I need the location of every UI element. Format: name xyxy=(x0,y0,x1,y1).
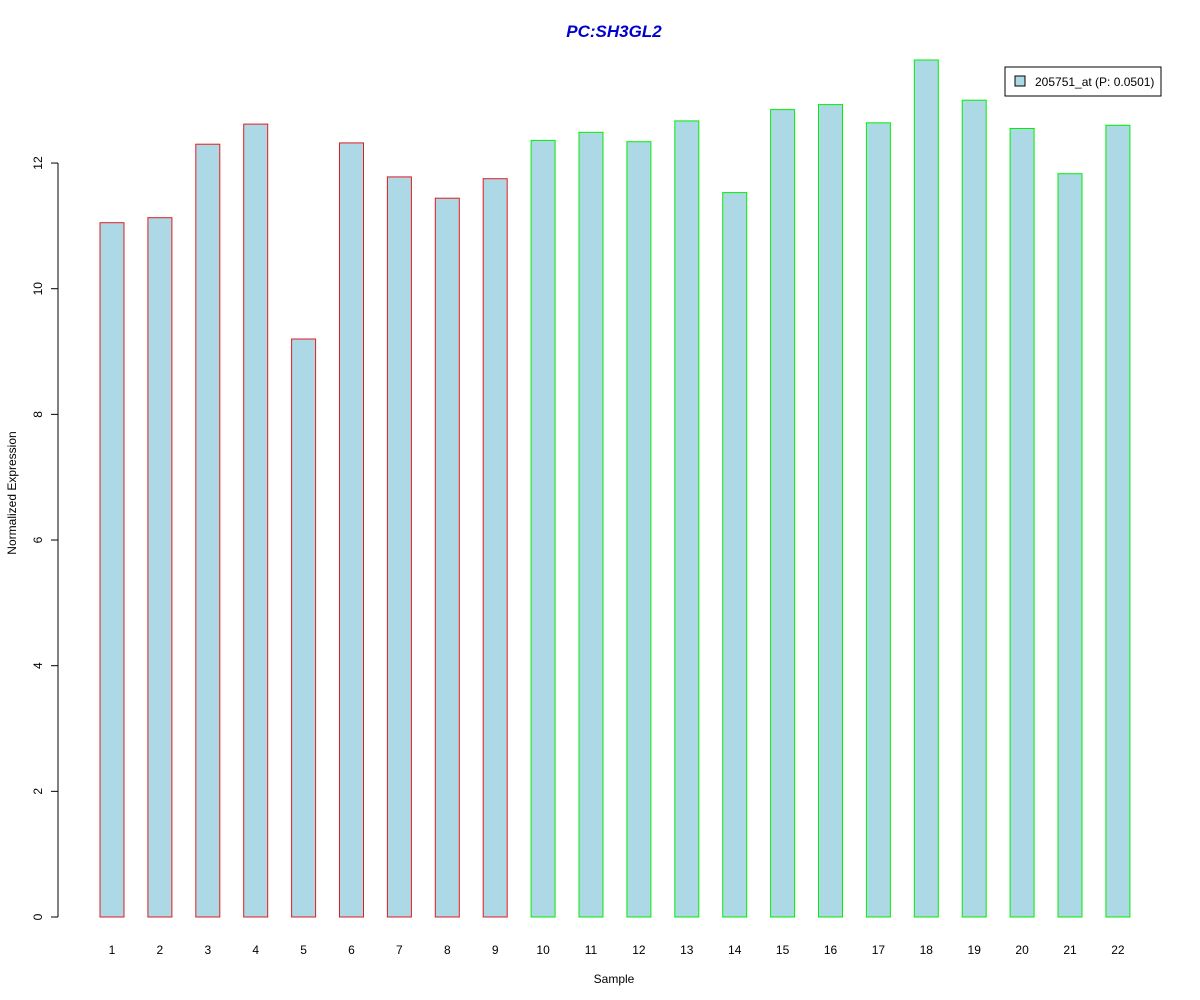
x-tick-label: 14 xyxy=(728,943,742,957)
y-tick-label: 10 xyxy=(31,282,45,296)
x-tick-label: 6 xyxy=(348,943,355,957)
x-tick-label: 1 xyxy=(109,943,116,957)
x-tick-label: 17 xyxy=(872,943,886,957)
legend-label: 205751_at (P: 0.0501) xyxy=(1035,75,1154,89)
x-tick-label: 13 xyxy=(680,943,694,957)
bar-sample-15 xyxy=(770,109,796,918)
y-tick-label: 4 xyxy=(31,662,45,669)
y-tick-label: 8 xyxy=(31,411,45,418)
x-tick-label: 2 xyxy=(157,943,164,957)
x-tick-label: 16 xyxy=(824,943,838,957)
x-axis-title: Sample xyxy=(594,972,635,986)
x-tick-label: 22 xyxy=(1111,943,1125,957)
x-tick-label: 9 xyxy=(492,943,499,957)
x-tick-label: 11 xyxy=(585,943,598,957)
bar-sample-1 xyxy=(99,222,125,918)
bar-sample-6 xyxy=(339,142,364,918)
legend: 205751_at (P: 0.0501) xyxy=(1004,66,1162,97)
x-tick-label: 7 xyxy=(396,943,403,957)
bar-sample-9 xyxy=(482,178,508,918)
y-tick-label: 0 xyxy=(31,913,45,920)
y-tick-label: 12 xyxy=(31,156,45,170)
bar-sample-17 xyxy=(865,122,891,918)
y-tick-label: 2 xyxy=(31,788,45,795)
x-tick-label: 19 xyxy=(968,943,982,957)
bar-sample-7 xyxy=(386,176,412,918)
bar-sample-5 xyxy=(291,338,317,918)
bars xyxy=(99,59,1131,918)
bar-sample-8 xyxy=(434,197,460,918)
bar-sample-2 xyxy=(147,217,173,918)
bar-sample-20 xyxy=(1009,128,1035,918)
bar-sample-12 xyxy=(626,141,652,918)
legend-box xyxy=(1004,66,1162,97)
bar-sample-19 xyxy=(961,99,987,918)
bar-sample-21 xyxy=(1057,173,1083,918)
x-tick-label: 5 xyxy=(300,943,307,957)
bar-sample-22 xyxy=(1105,124,1131,918)
bar-sample-4 xyxy=(243,123,269,918)
bar-sample-14 xyxy=(722,192,748,918)
bar-sample-10 xyxy=(530,139,556,918)
bar-sample-16 xyxy=(818,104,843,918)
x-tick-label: 20 xyxy=(1015,943,1029,957)
x-tick-label: 4 xyxy=(252,943,259,957)
y-axis: 0 2 4 6 8 10 12 xyxy=(31,156,59,920)
bar-sample-11 xyxy=(578,131,604,918)
x-tick-label: 8 xyxy=(444,943,451,957)
x-tick-label: 3 xyxy=(204,943,211,957)
chart-title: PC:SH3GL2 xyxy=(566,22,662,41)
x-tick-label: 18 xyxy=(920,943,934,957)
y-tick-label: 6 xyxy=(31,536,45,543)
legend-swatch xyxy=(1014,75,1026,87)
bar-sample-13 xyxy=(674,120,700,918)
x-tick-label: 12 xyxy=(632,943,646,957)
bar-sample-3 xyxy=(195,143,221,918)
x-tick-label: 10 xyxy=(536,943,550,957)
x-tick-label: 15 xyxy=(776,943,790,957)
x-axis-tick-labels: 1 2 3 4 5 6 7 8 9 10 11 12 13 14 15 16 17 18 19 20 21 22 xyxy=(109,943,1125,957)
x-tick-label: 21 xyxy=(1063,943,1077,957)
bar-sample-18 xyxy=(913,59,939,918)
y-axis-title: Normalized Expression xyxy=(5,431,19,554)
